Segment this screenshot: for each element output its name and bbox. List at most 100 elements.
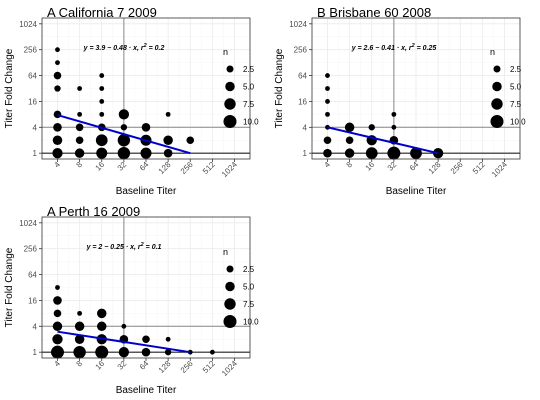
legend-key-circle [226,265,234,273]
fit-line [57,114,191,155]
data-point [53,296,62,305]
equation-value: = 0.1 [144,244,162,251]
data-point [77,86,83,91]
legend-label: 5.0 [510,83,522,92]
legend-label: 5.0 [243,283,255,292]
equation-superscript: 2 [143,43,147,49]
data-point [99,111,105,117]
data-point [186,136,195,145]
data-point [52,148,63,159]
legend-title: n [223,247,228,257]
data-point [52,135,63,145]
data-point [365,147,378,160]
equation-superscript: 2 [411,43,415,49]
data-point [165,111,171,117]
y-tick-label: 1 [33,149,38,158]
data-point [95,134,108,147]
x-tick-label: 16 [93,359,106,372]
y-axis-title: Titer Fold Change [4,48,15,128]
equation-main: y = 2.6 − 0.41 · x, r [351,45,413,52]
y-tick-label: 16 [28,296,37,305]
data-point [325,111,330,117]
data-point [99,73,105,78]
legend-key-circle [492,81,502,92]
legend-key-circle [224,98,236,110]
x-axis-title: Baseline Titer [386,186,447,197]
chart-panel-1: A California 7 2009 y = 3.9 − 0.48 · x, r… [4,5,259,197]
fit-line [57,330,191,354]
y-tick-label: 64 [28,72,37,81]
data-point [140,147,152,159]
legend-label: 10.0 [243,318,259,327]
x-tick-label: 16 [363,160,376,173]
data-point [74,334,85,344]
y-tick-label: 64 [298,72,307,81]
y-tick-label: 16 [298,97,307,106]
y-tick-label: 4 [33,322,38,331]
y-tick-label: 4 [33,123,38,132]
data-point [187,349,193,355]
fit-line [327,126,439,155]
data-point [54,85,61,92]
data-point [142,335,150,344]
legend-label: 7.5 [243,100,255,109]
data-point [96,321,107,332]
equation-value: = 0.2 [147,45,165,52]
data-point [118,347,130,358]
legend-label: 10.0 [510,118,526,127]
y-tick-label: 256 [24,245,38,254]
y-tick-label: 1 [303,149,308,158]
y-tick-label: 4 [303,123,308,132]
legend-label: 5.0 [243,83,255,92]
size-legend: n 2.5 5.0 7.5 10.0 [223,47,259,129]
data-point [387,146,401,160]
data-point [120,124,128,131]
data-point [75,136,84,145]
x-tick-label: 16 [93,160,106,173]
data-point [432,148,444,159]
x-tick-label: 128 [427,160,443,176]
x-tick-label: 512 [201,359,217,375]
data-point [74,321,85,332]
data-point [323,148,332,158]
legend-key-circle [224,298,236,310]
x-tick-label: 4 [52,160,62,170]
data-point [52,321,63,332]
legend-label: 2.5 [243,65,255,74]
x-tick-label: 256 [179,359,195,375]
y-axis-title: Titer Fold Change [4,247,15,327]
equation-value: = 0.25 [415,45,437,52]
legend-key-circle [225,281,235,292]
legend-label: 2.5 [510,65,522,74]
fit-equation: y = 2.6 − 0.41 · x, r2 = 0.25 [351,43,437,52]
data-point [73,345,86,359]
data-point [77,111,83,117]
y-tick-label: 1024 [289,20,307,29]
panel-title: A Perth 16 2009 [47,204,140,219]
data-point [52,334,63,345]
fit-equation: y = 3.9 − 0.48 · x, r2 = 0.2 [83,43,165,52]
x-tick-label: 8 [75,359,85,369]
y-tick-label: 256 [294,46,308,55]
x-tick-label: 4 [52,359,62,369]
panel-title: B Brisbane 60 2008 [317,5,431,20]
legend-label: 10.0 [243,118,259,127]
data-point [95,345,109,359]
data-point [96,308,107,319]
data-point [344,148,355,158]
data-point [325,99,330,104]
size-legend: n 2.5 5.0 7.5 10.0 [223,247,259,329]
data-point [117,134,131,147]
x-tick-label: 64 [138,359,151,372]
y-tick-label: 1024 [19,20,37,29]
data-point [325,86,330,91]
y-tick-label: 256 [24,46,38,55]
y-tick-label: 16 [28,97,37,106]
legend-label: 7.5 [243,300,255,309]
data-point [410,147,422,160]
data-point [391,124,397,130]
data-point [344,122,355,133]
x-tick-label: 8 [75,160,85,170]
data-point [50,345,64,359]
